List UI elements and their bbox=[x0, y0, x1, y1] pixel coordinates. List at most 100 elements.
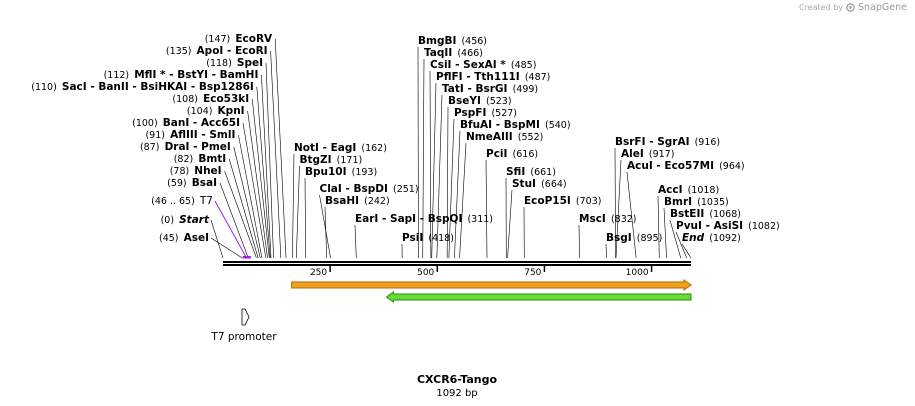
site-label[interactable]: BmgBI (456) bbox=[418, 29, 487, 48]
site-label[interactable]: TatI - BsrGI (499) bbox=[442, 77, 538, 96]
site-label[interactable]: AcuI - Eco57MI (964) bbox=[627, 154, 745, 173]
site-label[interactable]: CsiI - SexAI * (485) bbox=[430, 53, 536, 72]
site-label[interactable]: (135) ApoI - EcoRI bbox=[166, 39, 268, 58]
site-label[interactable]: ClaI - BspDI (251) bbox=[320, 177, 419, 196]
site-label[interactable]: (59) BsaI bbox=[167, 171, 217, 190]
site-line bbox=[663, 207, 667, 259]
site-label[interactable]: NmeAIII (552) bbox=[466, 125, 543, 144]
enzyme-name: BfuAI bbox=[460, 119, 492, 131]
site-label[interactable]: BmrI (1035) bbox=[664, 190, 729, 209]
site-label[interactable]: BsrFI - SgrAI (916) bbox=[615, 130, 720, 149]
site-line bbox=[210, 219, 224, 259]
feature-arrow-orange[interactable] bbox=[291, 279, 692, 291]
site-label[interactable]: PflFI - Tth111I (487) bbox=[436, 65, 550, 84]
site-label[interactable]: (118) SpeI bbox=[206, 51, 263, 70]
site-line bbox=[214, 200, 248, 259]
site-label[interactable]: (87) DraI - PmeI bbox=[140, 135, 231, 154]
site-label[interactable]: AleI (917) bbox=[621, 142, 674, 161]
site-position: (703) bbox=[576, 196, 602, 207]
feature-arrow-green[interactable] bbox=[385, 291, 692, 303]
site-line bbox=[485, 159, 488, 259]
site-position: (251) bbox=[393, 184, 419, 195]
enzyme-name: BmrI bbox=[664, 196, 692, 208]
site-position: (45) bbox=[159, 233, 179, 244]
enzyme-name: SfiI bbox=[506, 166, 525, 178]
site-label[interactable]: SfiI (661) bbox=[506, 160, 556, 179]
enzyme-name: BseYI bbox=[448, 95, 481, 107]
ruler-tick-label: 500 bbox=[417, 268, 434, 278]
site-label[interactable]: StuI (664) bbox=[512, 172, 567, 191]
site-line bbox=[256, 86, 271, 259]
site-label[interactable]: (45) AseI bbox=[159, 226, 209, 245]
snapgene-logo-icon bbox=[846, 3, 855, 12]
site-line bbox=[270, 50, 282, 259]
site-label[interactable]: NotI - EagI (162) bbox=[294, 136, 387, 155]
site-label[interactable]: (104) KpnI bbox=[187, 99, 245, 118]
enzyme-name: EcoP15I bbox=[524, 195, 571, 207]
site-label[interactable]: BstEII (1068) bbox=[670, 202, 741, 221]
site-label[interactable]: (108) Eco53kI bbox=[172, 87, 249, 106]
enzyme-name: ApoI bbox=[197, 45, 224, 57]
site-position: (832) bbox=[611, 214, 637, 225]
enzyme-name: DraI bbox=[165, 141, 190, 153]
site-label[interactable]: AccI (1018) bbox=[658, 178, 719, 197]
site-line bbox=[436, 94, 443, 259]
site-label[interactable]: Bpu10I (193) bbox=[305, 160, 377, 179]
site-line bbox=[319, 194, 331, 259]
site-label[interactable]: BtgZI (171) bbox=[300, 148, 363, 167]
site-line bbox=[295, 165, 300, 259]
site-label[interactable]: (147) EcoRV bbox=[205, 27, 273, 46]
site-line bbox=[292, 153, 295, 259]
site-line bbox=[233, 146, 261, 259]
site-position: (171) bbox=[337, 155, 363, 166]
site-label[interactable]: EcoP15I (703) bbox=[524, 189, 601, 208]
enzyme-name: BanII bbox=[98, 81, 128, 93]
site-position: (485) bbox=[511, 60, 537, 71]
site-position: (135) bbox=[166, 46, 192, 57]
site-position: (664) bbox=[541, 179, 567, 190]
site-label[interactable]: BfuAI - BspMI (540) bbox=[460, 113, 571, 132]
site-label[interactable]: PciI (616) bbox=[486, 142, 538, 161]
t7-promoter-arrow-icon[interactable] bbox=[241, 308, 250, 326]
site-line bbox=[626, 171, 637, 259]
site-line bbox=[675, 231, 687, 259]
site-label[interactable]: (91) AflIII - SmlI bbox=[145, 123, 235, 142]
enzyme-name: EarI bbox=[355, 213, 378, 225]
site-position: (418) bbox=[428, 233, 454, 244]
site-label[interactable]: BsaHI (242) bbox=[325, 189, 390, 208]
features: T7 promoter bbox=[210, 256, 692, 343]
site-label[interactable]: (0) Start bbox=[161, 208, 210, 227]
t7-binding-site[interactable] bbox=[242, 256, 251, 259]
enzyme-name: BanI bbox=[163, 117, 189, 129]
enzyme-name: BmtI bbox=[198, 153, 226, 165]
site-label[interactable]: PvuI - AsiSI (1082) bbox=[676, 214, 780, 233]
site-label[interactable]: MscI (832) bbox=[579, 207, 636, 226]
site-label[interactable]: (110) SacI - BanII - BsiHKAI - Bsp1286I bbox=[31, 75, 254, 94]
enzyme-name: NotI bbox=[294, 142, 319, 154]
site-label[interactable]: (78) NheI bbox=[170, 159, 222, 178]
site-line bbox=[614, 147, 616, 259]
site-position: (456) bbox=[461, 36, 487, 47]
site-label[interactable]: EarI - SapI - BspQI (311) bbox=[355, 207, 493, 226]
enzyme-name: SgrAI bbox=[657, 136, 689, 148]
site-lines bbox=[210, 38, 692, 259]
site-line bbox=[459, 142, 467, 259]
site-label[interactable]: BseYI (523) bbox=[448, 89, 512, 108]
site-label[interactable]: TaqII (466) bbox=[424, 41, 483, 60]
site-label[interactable]: PspFI (527) bbox=[454, 101, 517, 120]
enzyme-name: PflFI bbox=[436, 71, 463, 83]
site-label[interactable]: (46 .. 65) T7 bbox=[151, 189, 213, 208]
site-label[interactable]: (82) BmtI bbox=[174, 147, 226, 166]
site-label[interactable]: BsgI (895) bbox=[606, 226, 662, 245]
site-label[interactable]: PsiI (418) bbox=[402, 226, 454, 245]
enzyme-name: EcoRI bbox=[235, 45, 268, 57]
site-position: (59) bbox=[167, 178, 187, 189]
enzyme-name: SexAI * bbox=[463, 59, 506, 71]
site-position: (193) bbox=[352, 167, 378, 178]
site-label[interactable]: (100) BanI - Acc65I bbox=[132, 111, 240, 130]
site-label[interactable]: End (1092) bbox=[682, 226, 741, 245]
site-position: (1035) bbox=[697, 197, 729, 208]
site-label[interactable]: (112) MflI * - BstYI - BamHI bbox=[104, 63, 259, 82]
enzyme-name: T7 bbox=[199, 195, 213, 207]
site-line bbox=[448, 118, 455, 259]
